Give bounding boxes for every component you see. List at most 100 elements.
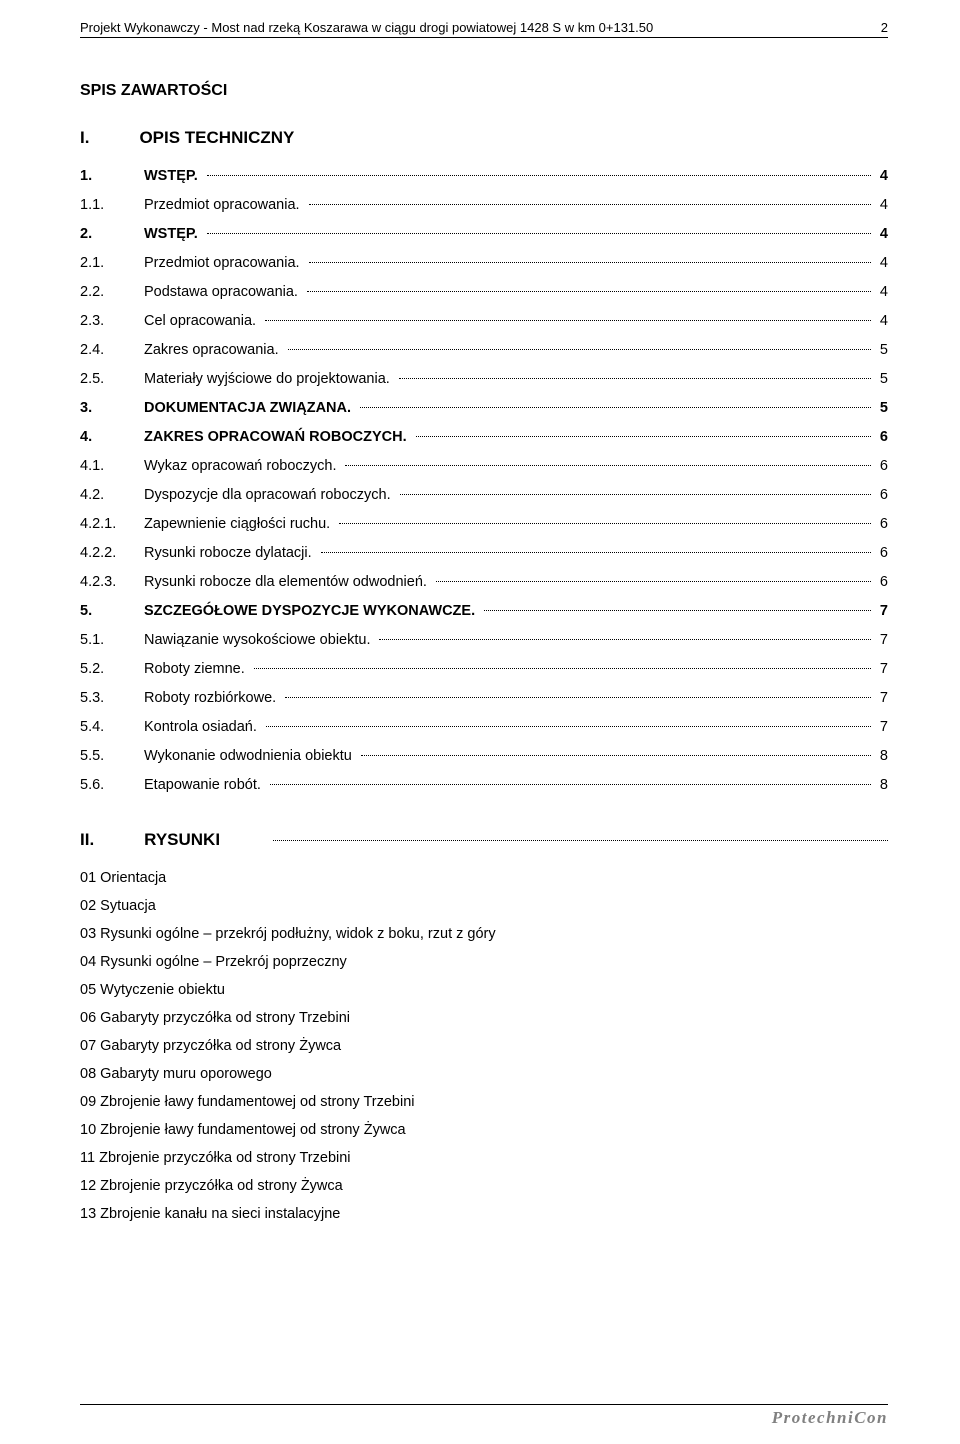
toc-text: Etapowanie robót. <box>144 775 267 796</box>
drawing-item: 02 Sytuacja <box>80 898 888 914</box>
toc-row: 5.3.Roboty rozbiórkowe. 7 <box>80 688 888 709</box>
toc-page: 4 <box>874 224 888 245</box>
page: Projekt Wykonawczy - Most nad rzeką Kosz… <box>0 0 960 1444</box>
toc-row: 2.1.Przedmiot opracowania.4 <box>80 253 888 274</box>
toc-text: Cel opracowania. <box>144 311 262 332</box>
toc-row: 5.6.Etapowanie robót. 8 <box>80 775 888 796</box>
toc-leader <box>321 552 871 553</box>
header-page-number: 2 <box>881 20 888 35</box>
toc-leader <box>288 349 871 350</box>
toc-page: 4 <box>874 253 888 274</box>
toc-text: Wykonanie odwodnienia obiektu <box>144 746 358 767</box>
page-header: Projekt Wykonawczy - Most nad rzeką Kosz… <box>80 20 888 38</box>
toc-page: 5 <box>874 369 888 390</box>
toc-text: Zakres opracowania. <box>144 340 285 361</box>
toc-text: Przedmiot opracowania. <box>144 253 306 274</box>
toc-row: 5.4.Kontrola osiadań.7 <box>80 717 888 738</box>
toc-leader <box>436 581 871 582</box>
toc-leader <box>265 320 871 321</box>
toc-num: 5.3. <box>80 688 144 709</box>
toc-row: 4.1.Wykaz opracowań roboczych.6 <box>80 456 888 477</box>
toc-row: 4.2.3.Rysunki robocze dla elementów odwo… <box>80 572 888 593</box>
toc-num: 2.4. <box>80 340 144 361</box>
toc-text: WSTĘP. <box>144 224 204 245</box>
toc-text: Przedmiot opracowania. <box>144 195 306 216</box>
toc-leader <box>207 233 871 234</box>
part-2-leader <box>273 840 888 841</box>
toc-page: 7 <box>874 717 888 738</box>
toc-row: 5.2.Roboty ziemne.7 <box>80 659 888 680</box>
toc-leader <box>379 639 870 640</box>
drawing-item: 03 Rysunki ogólne – przekrój podłużny, w… <box>80 926 888 942</box>
toc-text: Roboty ziemne. <box>144 659 251 680</box>
toc-page: 8 <box>874 746 888 767</box>
toc-num: 3. <box>80 398 144 419</box>
toc-page: 5 <box>874 398 888 419</box>
toc-page: 6 <box>874 543 888 564</box>
drawing-item: 11 Zbrojenie przyczółka od strony Trzebi… <box>80 1150 888 1166</box>
toc-text: DOKUMENTACJA ZWIĄZANA. <box>144 398 357 419</box>
toc-page: 6 <box>874 456 888 477</box>
toc-page: 6 <box>874 572 888 593</box>
toc-page: 7 <box>874 659 888 680</box>
toc-leader <box>254 668 871 669</box>
toc-leader <box>307 291 871 292</box>
toc-text: ZAKRES OPRACOWAŃ ROBOCZYCH. <box>144 427 413 448</box>
toc-text: Nawiązanie wysokościowe obiektu. <box>144 630 376 651</box>
footer-logo: ProtechniCon <box>80 1404 888 1428</box>
toc-num: 5.4. <box>80 717 144 738</box>
toc-leader <box>361 755 871 756</box>
toc-page: 4 <box>874 282 888 303</box>
toc-page: 4 <box>874 195 888 216</box>
drawing-item: 09 Zbrojenie ławy fundamentowej od stron… <box>80 1094 888 1110</box>
header-title: Projekt Wykonawczy - Most nad rzeką Kosz… <box>80 20 653 35</box>
toc-page: 5 <box>874 340 888 361</box>
toc-num: 5.1. <box>80 630 144 651</box>
toc-leader <box>399 378 871 379</box>
drawing-item: 05 Wytyczenie obiektu <box>80 982 888 998</box>
toc-num: 4.2.2. <box>80 543 144 564</box>
toc-row: 5.SZCZEGÓŁOWE DYSPOZYCJE WYKONAWCZE.7 <box>80 601 888 622</box>
toc-leader <box>309 204 871 205</box>
toc-num: 4.2.3. <box>80 572 144 593</box>
drawings-list: 01 Orientacja02 Sytuacja03 Rysunki ogóln… <box>80 870 888 1222</box>
toc-page: 4 <box>874 166 888 187</box>
toc-leader <box>309 262 871 263</box>
toc-num: 2. <box>80 224 144 245</box>
toc-row: 2.3.Cel opracowania.4 <box>80 311 888 332</box>
toc-leader <box>360 407 871 408</box>
toc-text: Rysunki robocze dylatacji. <box>144 543 318 564</box>
toc-num: 1.1. <box>80 195 144 216</box>
part-1-heading: I. OPIS TECHNICZNY <box>80 128 888 148</box>
toc-num: 4.2.1. <box>80 514 144 535</box>
drawing-item: 13 Zbrojenie kanału na sieci instalacyjn… <box>80 1206 888 1222</box>
toc-page: 8 <box>874 775 888 796</box>
toc-num: 2.5. <box>80 369 144 390</box>
toc-num: 1. <box>80 166 144 187</box>
toc-text: Zapewnienie ciągłości ruchu. <box>144 514 336 535</box>
toc-leader <box>285 697 871 698</box>
toc-text: WSTĘP. <box>144 166 204 187</box>
toc: 1.WSTĘP.41.1.Przedmiot opracowania.42.WS… <box>80 166 888 796</box>
toc-row: 2.2.Podstawa opracowania.4 <box>80 282 888 303</box>
toc-num: 5.6. <box>80 775 144 796</box>
toc-page: 7 <box>874 688 888 709</box>
toc-row: 4.2.2.Rysunki robocze dylatacji. 6 <box>80 543 888 564</box>
toc-leader <box>345 465 870 466</box>
toc-leader <box>339 523 871 524</box>
toc-page: 7 <box>874 601 888 622</box>
toc-text: Roboty rozbiórkowe. <box>144 688 282 709</box>
toc-leader <box>207 175 871 176</box>
toc-leader <box>400 494 871 495</box>
drawing-item: 07 Gabaryty przyczółka od strony Żywca <box>80 1038 888 1054</box>
toc-text: Dyspozycje dla opracowań roboczych. <box>144 485 397 506</box>
drawing-item: 12 Zbrojenie przyczółka od strony Żywca <box>80 1178 888 1194</box>
toc-row: 2.5.Materiały wyjściowe do projektowania… <box>80 369 888 390</box>
toc-row: 4.ZAKRES OPRACOWAŃ ROBOCZYCH.6 <box>80 427 888 448</box>
toc-leader <box>484 610 871 611</box>
toc-num: 4.1. <box>80 456 144 477</box>
toc-num: 4.2. <box>80 485 144 506</box>
part-1-label: OPIS TECHNICZNY <box>139 128 294 148</box>
drawing-item: 10 Zbrojenie ławy fundamentowej od stron… <box>80 1122 888 1138</box>
toc-row: 5.1.Nawiązanie wysokościowe obiektu.7 <box>80 630 888 651</box>
